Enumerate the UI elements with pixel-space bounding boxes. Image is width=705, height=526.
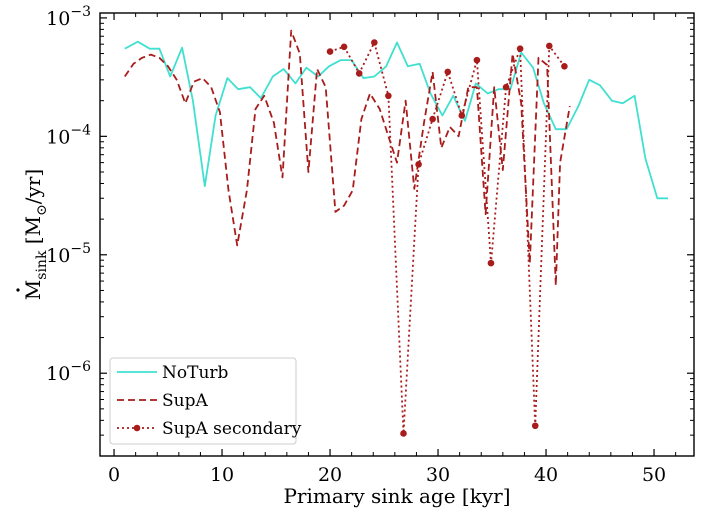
series-line-noturb — [124, 40, 669, 200]
x-tick-label: 30 — [426, 464, 450, 486]
y-tick-label: 10−5 — [46, 241, 91, 267]
plot-frame — [99, 12, 695, 457]
legend: NoTurb SupA SupA secondary — [109, 357, 302, 445]
y-tick-label: 10−3 — [46, 4, 91, 30]
y-label-dot-accent — [16, 288, 20, 292]
y-axis-ticks: 10−6 10−5 10−4 10−3 — [46, 4, 694, 457]
data-point — [444, 68, 452, 76]
x-axis-ticks: 0 10 20 30 40 50 — [108, 13, 677, 486]
data-point — [340, 43, 348, 51]
data-point — [415, 161, 422, 168]
series-line-supa — [124, 29, 571, 287]
series-layer — [124, 29, 669, 437]
data-point — [429, 115, 436, 123]
data-point — [385, 92, 392, 100]
legend-label: NoTurb — [162, 363, 229, 383]
x-tick-label: 50 — [642, 464, 666, 486]
y-axis-label-text: Msink [M⊙/yr] — [21, 169, 50, 300]
x-axis-label: Primary sink age [kyr] — [283, 484, 510, 508]
data-point — [458, 112, 466, 119]
data-point — [473, 56, 481, 64]
data-point — [487, 259, 495, 267]
x-tick-label: 10 — [210, 464, 234, 486]
legend-items: NoTurb SupA SupA secondary — [117, 363, 302, 439]
y-tick-label: 10−4 — [46, 122, 91, 148]
x-tick-label: 0 — [108, 464, 120, 486]
y-tick-label: 10−6 — [46, 359, 91, 385]
y-axis-label: Msink [M⊙/yr] — [16, 169, 50, 300]
x-tick-label: 40 — [534, 464, 558, 486]
legend-marker — [133, 424, 141, 432]
legend-label: SupA secondary — [162, 419, 302, 439]
legend-box — [109, 357, 297, 445]
data-point — [561, 63, 568, 70]
data-point — [531, 422, 539, 430]
data-point — [516, 45, 524, 52]
x-tick-label: 20 — [318, 464, 342, 486]
series-line-supa-secondary — [329, 41, 566, 435]
data-point — [326, 48, 334, 55]
data-point — [545, 42, 553, 50]
data-point — [355, 70, 363, 77]
data-point — [371, 39, 378, 46]
data-point — [400, 430, 407, 437]
legend-label: SupA — [162, 391, 208, 411]
data-point — [502, 83, 510, 91]
